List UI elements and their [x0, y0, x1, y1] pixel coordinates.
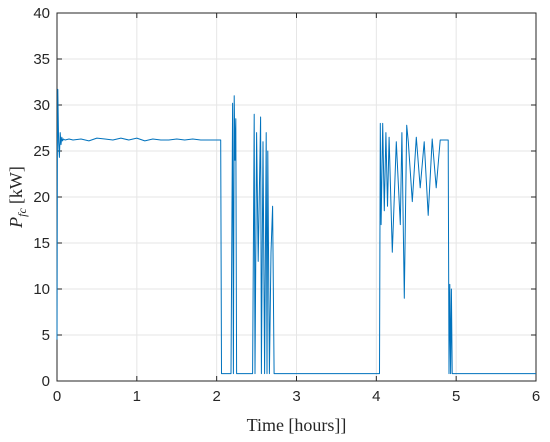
y-axis-label-main: P [6, 217, 26, 229]
x-tick-label: 1 [133, 388, 141, 405]
y-tick-label: 35 [33, 51, 50, 68]
y-tick-label: 15 [33, 235, 50, 252]
x-axis-label: Time [hours]] [247, 415, 347, 435]
y-axis-label-unit: [kW] [6, 166, 26, 204]
y-tick-label: 0 [42, 373, 50, 390]
ticks [56, 12, 537, 382]
y-tick-label: 25 [33, 143, 50, 160]
series [56, 88, 536, 375]
y-tick-label: 5 [42, 327, 50, 344]
x-tick-label: 6 [532, 388, 540, 405]
y-tick-label: 20 [33, 189, 50, 206]
grid [56, 12, 537, 382]
y-tick-label: 40 [33, 5, 50, 22]
x-tick-label: 0 [53, 388, 61, 405]
y-axis-label: Pfc [kW] [6, 166, 29, 229]
series-line [56, 88, 536, 375]
x-tick-label: 5 [452, 388, 460, 405]
y-tick-label: 10 [33, 281, 50, 298]
y-axis-label-sub: fc [15, 207, 29, 216]
tick-labels: 0 1 2 3 4 5 6 0 5 10 15 20 25 30 35 40 [33, 5, 540, 405]
x-tick-label: 2 [212, 388, 220, 405]
y-tick-label: 30 [33, 97, 50, 114]
x-tick-label: 4 [372, 388, 380, 405]
x-tick-label: 3 [292, 388, 300, 405]
